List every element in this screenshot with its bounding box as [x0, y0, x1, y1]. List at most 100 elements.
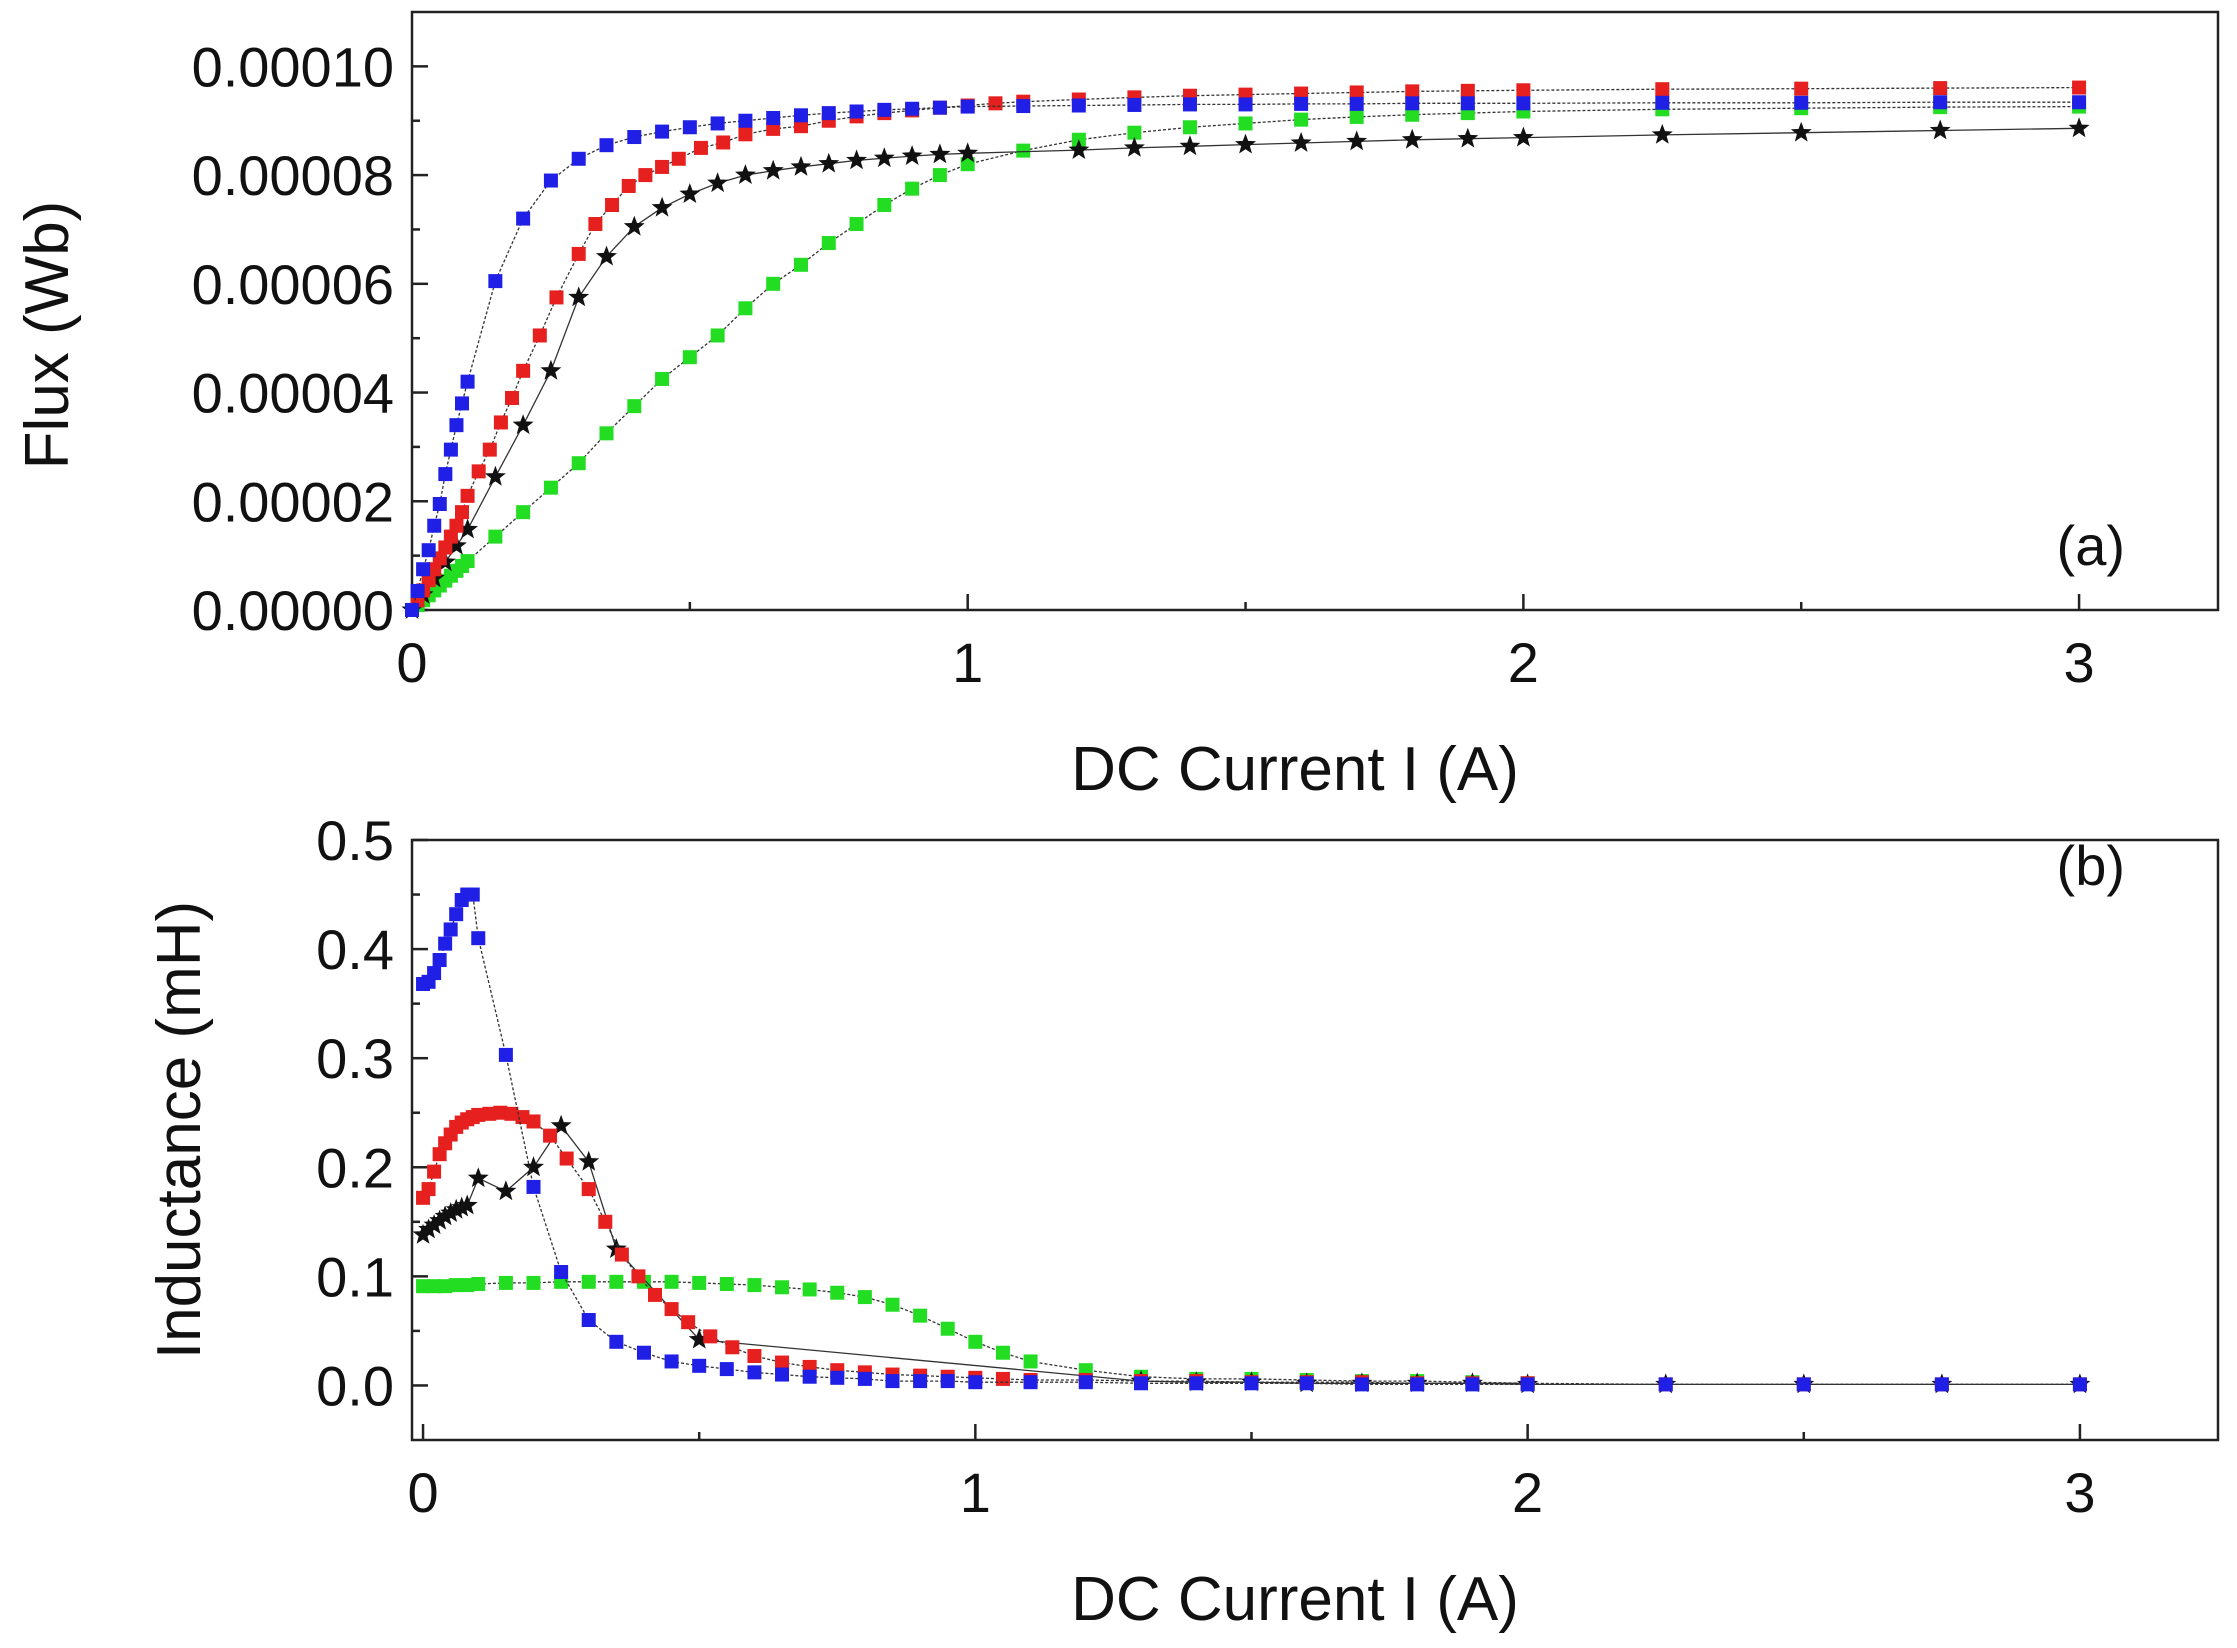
- panel-a-y-tick-label: 0.00006: [192, 253, 394, 316]
- panel-b-point-red: [614, 1247, 629, 1262]
- panel-a-point-black: [735, 164, 756, 184]
- panel-a-point-black: [818, 152, 840, 173]
- panel-b-point-red: [725, 1340, 740, 1355]
- panel-a-point-blue: [1655, 95, 1670, 110]
- panel-b-y-tick-label: 0.0: [316, 1354, 394, 1417]
- panel-a: 0 1 2 3 0.00000 0.00002 0.00004 0.00006 0.00008 0…: [13, 10, 2220, 804]
- panel-b-point-red: [559, 1151, 574, 1166]
- panel-a-point-blue: [455, 396, 470, 411]
- panel-a-point-black: [623, 215, 645, 236]
- panel-a-point-green: [710, 328, 725, 343]
- panel-b-point-blue: [913, 1374, 928, 1389]
- panel-a-point-green: [821, 236, 836, 251]
- panel-b-point-blue: [719, 1362, 734, 1377]
- panel-a-point-green: [738, 301, 753, 316]
- panel-a-point-black: [596, 245, 617, 266]
- panel-b-point-red: [775, 1355, 790, 1370]
- panel-b-point-green: [719, 1277, 734, 1291]
- panel-b-point-black: [423, 1214, 445, 1234]
- panel-a-point-red: [460, 488, 475, 503]
- panel-b-point-blue: [2072, 1377, 2087, 1392]
- panel-a-point-red: [471, 464, 486, 479]
- panel-a-point-blue: [1127, 97, 1142, 112]
- panel-b-point-red: [681, 1315, 696, 1330]
- panel-b-point-red: [631, 1269, 646, 1284]
- panel-b-series-line-black: [422, 1124, 2080, 1386]
- panel-a-point-black: [1651, 123, 1673, 144]
- panel-b-point-black: [412, 1223, 434, 1244]
- panel-a-point-blue: [443, 442, 458, 457]
- panel-a-point-blue: [516, 211, 531, 226]
- panel-a-point-red: [455, 505, 470, 520]
- panel-a-point-red: [532, 328, 547, 343]
- panel-b-point-blue: [802, 1369, 817, 1384]
- panel-b-y-axis-title: Inductance (mH): [145, 901, 214, 1359]
- panel-a-point-red: [421, 573, 436, 588]
- panel-a-point-blue: [1405, 96, 1420, 111]
- panel-b-point-red: [526, 1114, 541, 1129]
- panel-b-plot-frame: [410, 838, 2220, 1442]
- panel-b-point-red: [482, 1106, 497, 1121]
- panel-b-point-black: [467, 1167, 489, 1188]
- panel-b-point-red: [581, 1182, 596, 1197]
- panel-a-point-black: [1790, 121, 1812, 142]
- panel-b-y-tick-label: 0.4: [316, 918, 394, 981]
- panel-a-point-green: [1294, 112, 1309, 127]
- panel-a-point-red: [588, 217, 603, 232]
- panel-a-point-red: [571, 246, 586, 261]
- panel-a-point-green: [516, 505, 531, 520]
- panel-b-point-green: [471, 1277, 486, 1291]
- panel-b-point-blue: [609, 1334, 624, 1349]
- panel-b-point-black: [523, 1156, 544, 1177]
- panel-a-point-black: [651, 196, 673, 217]
- panel-b-point-green: [857, 1290, 872, 1305]
- panel-b-point-blue: [1189, 1376, 1204, 1391]
- panel-b-point-green: [416, 1279, 431, 1294]
- panel-b-y-tick-label: 0.1: [316, 1245, 394, 1308]
- panel-b-point-green: [449, 1278, 464, 1293]
- panel-a-point-blue: [627, 130, 642, 145]
- panel-a-point-black: [446, 534, 467, 555]
- panel-b-point-blue: [1520, 1377, 1535, 1392]
- panel-b-point-blue: [498, 1047, 513, 1062]
- panel-b-point-black: [451, 1196, 473, 1217]
- panel-b-point-blue: [438, 936, 453, 951]
- panel-a-point-red: [1349, 85, 1364, 100]
- panel-b-point-green: [802, 1282, 817, 1297]
- panel-a-x-axis-title: DC Current I (A): [1071, 735, 1519, 804]
- panel-a-point-red: [438, 540, 453, 555]
- panel-a-point-red: [738, 127, 753, 142]
- panel-b-point-red: [421, 1182, 436, 1197]
- panel-b-point-green: [747, 1278, 762, 1293]
- panel-a-point-green: [460, 554, 475, 569]
- panel-a-point-blue: [849, 104, 864, 119]
- panel-a-point-blue: [960, 99, 975, 114]
- panel-a-plot-frame: [410, 10, 2220, 612]
- panel-b-point-green: [664, 1274, 679, 1289]
- panel-a-point-green: [793, 257, 808, 272]
- panel-a-point-blue: [793, 108, 808, 123]
- panel-a-point-green: [488, 529, 503, 544]
- panel-a-series-line-green: [411, 105, 2080, 611]
- panel-a-point-black: [540, 359, 562, 380]
- panel-b-y-tick-label: 0.3: [316, 1027, 394, 1090]
- panel-a-point-black: [1346, 130, 1368, 151]
- panel-a-point-blue: [410, 583, 425, 598]
- panel-a-point-blue: [438, 467, 453, 482]
- panel-a-point-green: [543, 480, 558, 495]
- panel-a-point-red: [716, 135, 731, 150]
- panel-a-point-black: [1068, 139, 1090, 159]
- panel-a-point-blue: [682, 120, 697, 135]
- panel-a-point-black: [1401, 128, 1423, 149]
- panel-a-x-tick-label: 2: [1508, 631, 1539, 694]
- panel-a-point-blue: [449, 418, 464, 433]
- panel-a-point-blue: [1460, 96, 1475, 111]
- panel-b-point-blue: [1078, 1375, 1093, 1390]
- panel-b-point-green: [438, 1279, 453, 1294]
- panel-a-point-green: [627, 399, 642, 414]
- panel-a-y-tick-label: 0.00010: [192, 35, 394, 98]
- panel-a-point-green: [599, 426, 614, 441]
- panel-b-point-black: [688, 1328, 710, 1349]
- panel-b-point-blue: [449, 907, 464, 922]
- panel-a-point-red: [443, 529, 458, 544]
